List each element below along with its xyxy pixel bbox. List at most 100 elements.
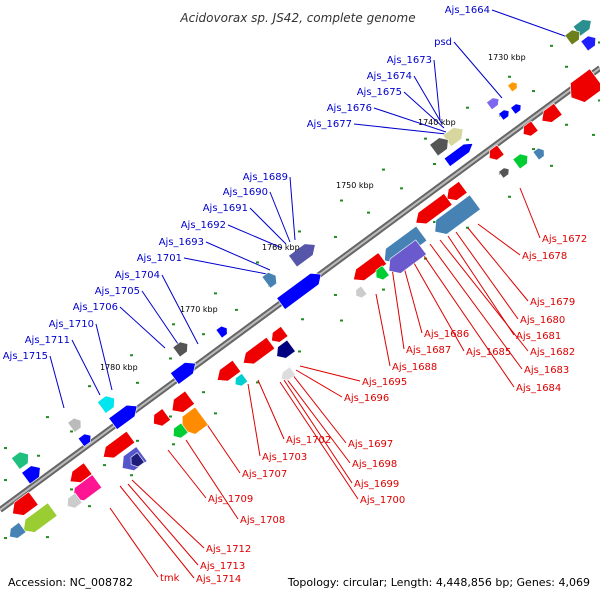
forward-gene-label[interactable]: Ajs_1675 (357, 87, 402, 98)
gene-arrow (512, 153, 528, 170)
reverse-gene-label[interactable]: Ajs_1682 (530, 347, 575, 358)
leader-line (203, 419, 241, 474)
tick-mark (256, 381, 259, 384)
gene-arrow (172, 341, 188, 358)
reverse-gene-label[interactable]: Ajs_1687 (406, 345, 451, 356)
reverse-gene-label[interactable]: Ajs_1700 (360, 495, 405, 506)
reverse-gene (446, 181, 468, 201)
reverse-gene-label[interactable]: Ajs_1697 (348, 439, 393, 450)
forward-gene-label[interactable]: Ajs_1673 (387, 55, 432, 66)
gene-arrow (216, 359, 242, 382)
tick-mark (172, 443, 175, 446)
gene-arrow (507, 81, 518, 93)
reverse-gene-label[interactable]: Ajs_1680 (520, 315, 565, 326)
gene-arrow (276, 339, 296, 359)
reverse-gene-label[interactable]: Ajs_1681 (516, 331, 561, 342)
reverse-gene-label[interactable]: Ajs_1713 (200, 561, 245, 572)
reverse-gene-label[interactable]: Ajs_1686 (424, 329, 469, 340)
gene-arrow (173, 422, 189, 439)
forward-gene-label[interactable]: Ajs_1706 (73, 302, 118, 313)
tick-mark (400, 187, 403, 190)
reverse-gene-label[interactable]: Ajs_1679 (530, 297, 575, 308)
forward-gene-label[interactable]: Ajs_1676 (327, 103, 372, 114)
forward-gene-label[interactable]: Ajs_1693 (159, 237, 204, 248)
reverse-gene-label[interactable]: Ajs_1708 (240, 515, 285, 526)
forward-gene-label[interactable]: Ajs_1701 (137, 253, 182, 264)
reverse-gene-label[interactable]: Ajs_1672 (542, 234, 587, 245)
reverse-gene (271, 326, 289, 343)
leader-line (467, 227, 529, 302)
gene-arrow (541, 103, 563, 123)
gene-arrow (21, 465, 41, 485)
leader-line (295, 369, 343, 398)
leader-line (249, 207, 287, 245)
reverse-gene-label[interactable]: Ajs_1685 (466, 347, 511, 358)
reverse-gene-label[interactable]: Ajs_1678 (522, 251, 567, 262)
forward-gene-label[interactable]: Ajs_1690 (223, 187, 268, 198)
leader-line (453, 41, 503, 99)
forward-gene (21, 465, 41, 485)
leader-line (433, 59, 441, 121)
reverse-gene-label[interactable]: Ajs_1684 (516, 383, 561, 394)
leader-line (167, 449, 207, 499)
reverse-gene-label[interactable]: Ajs_1712 (206, 544, 251, 555)
forward-gene-label[interactable]: psd (434, 37, 452, 48)
forward-gene-label[interactable]: Ajs_1664 (445, 5, 490, 16)
gene-arrow (215, 325, 228, 339)
forward-gene-label[interactable]: Ajs_1704 (115, 270, 160, 281)
forward-gene-label[interactable]: Ajs_1677 (307, 119, 352, 130)
gene-arrow (434, 194, 481, 235)
leader-line (413, 75, 443, 125)
tick-mark (298, 350, 301, 353)
forward-gene-label[interactable]: Ajs_1715 (3, 351, 48, 362)
reverse-gene-label[interactable]: Ajs_1699 (354, 479, 399, 490)
reverse-gene (415, 193, 453, 225)
forward-gene (172, 341, 188, 358)
tick-mark (136, 381, 139, 384)
reverse-gene-label[interactable]: Ajs_1709 (208, 494, 253, 505)
leader-line (279, 381, 359, 500)
forward-gene-label[interactable]: Ajs_1711 (25, 335, 70, 346)
forward-gene-label[interactable]: Ajs_1705 (95, 286, 140, 297)
forward-gene (261, 271, 277, 289)
gene-arrow (234, 372, 249, 387)
gene-arrow (355, 285, 368, 299)
reverse-gene-label[interactable]: Ajs_1703 (262, 452, 307, 463)
tick-mark (37, 454, 40, 457)
reverse-gene (130, 452, 145, 468)
forward-gene-label[interactable]: Ajs_1691 (203, 203, 248, 214)
forward-gene (77, 433, 92, 448)
gene-arrow (9, 522, 27, 539)
forward-gene-label[interactable]: Ajs_1710 (49, 319, 94, 330)
reverse-gene (9, 522, 27, 539)
forward-gene-label[interactable]: Ajs_1674 (367, 71, 412, 82)
reverse-gene (153, 408, 172, 427)
reverse-gene-label[interactable]: Ajs_1707 (242, 469, 287, 480)
tick-mark (169, 415, 172, 418)
leader-line (401, 259, 423, 334)
forward-gene-label[interactable]: Ajs_1692 (181, 220, 226, 231)
reverse-gene-label[interactable]: Ajs_1698 (352, 459, 397, 470)
tick-mark (340, 319, 343, 322)
tick-mark (70, 488, 73, 491)
reverse-gene-label[interactable]: Ajs_1702 (286, 435, 331, 446)
reverse-gene-label[interactable]: Ajs_1683 (524, 365, 569, 376)
tick-mark (88, 385, 91, 388)
reverse-gene (171, 390, 196, 413)
leader-line (353, 123, 447, 135)
forward-gene-label[interactable]: Ajs_1689 (243, 172, 288, 183)
forward-gene (486, 97, 500, 111)
tick-mark (592, 133, 595, 136)
genome-summary-text: Topology: circular; Length: 4,448,856 bp… (287, 576, 590, 589)
reverse-gene-label[interactable]: Ajs_1696 (344, 393, 389, 404)
scale-label: 1730 kbp (488, 53, 526, 62)
reverse-gene-label[interactable]: Ajs_1714 (196, 574, 241, 585)
leader-line (285, 377, 351, 464)
leader-line (183, 257, 273, 276)
tick-mark (466, 226, 469, 229)
reverse-gene (276, 339, 296, 359)
reverse-gene-label[interactable]: tmk (160, 573, 180, 584)
reverse-gene-label[interactable]: Ajs_1688 (392, 362, 437, 373)
reverse-gene-label[interactable]: Ajs_1695 (362, 377, 407, 388)
